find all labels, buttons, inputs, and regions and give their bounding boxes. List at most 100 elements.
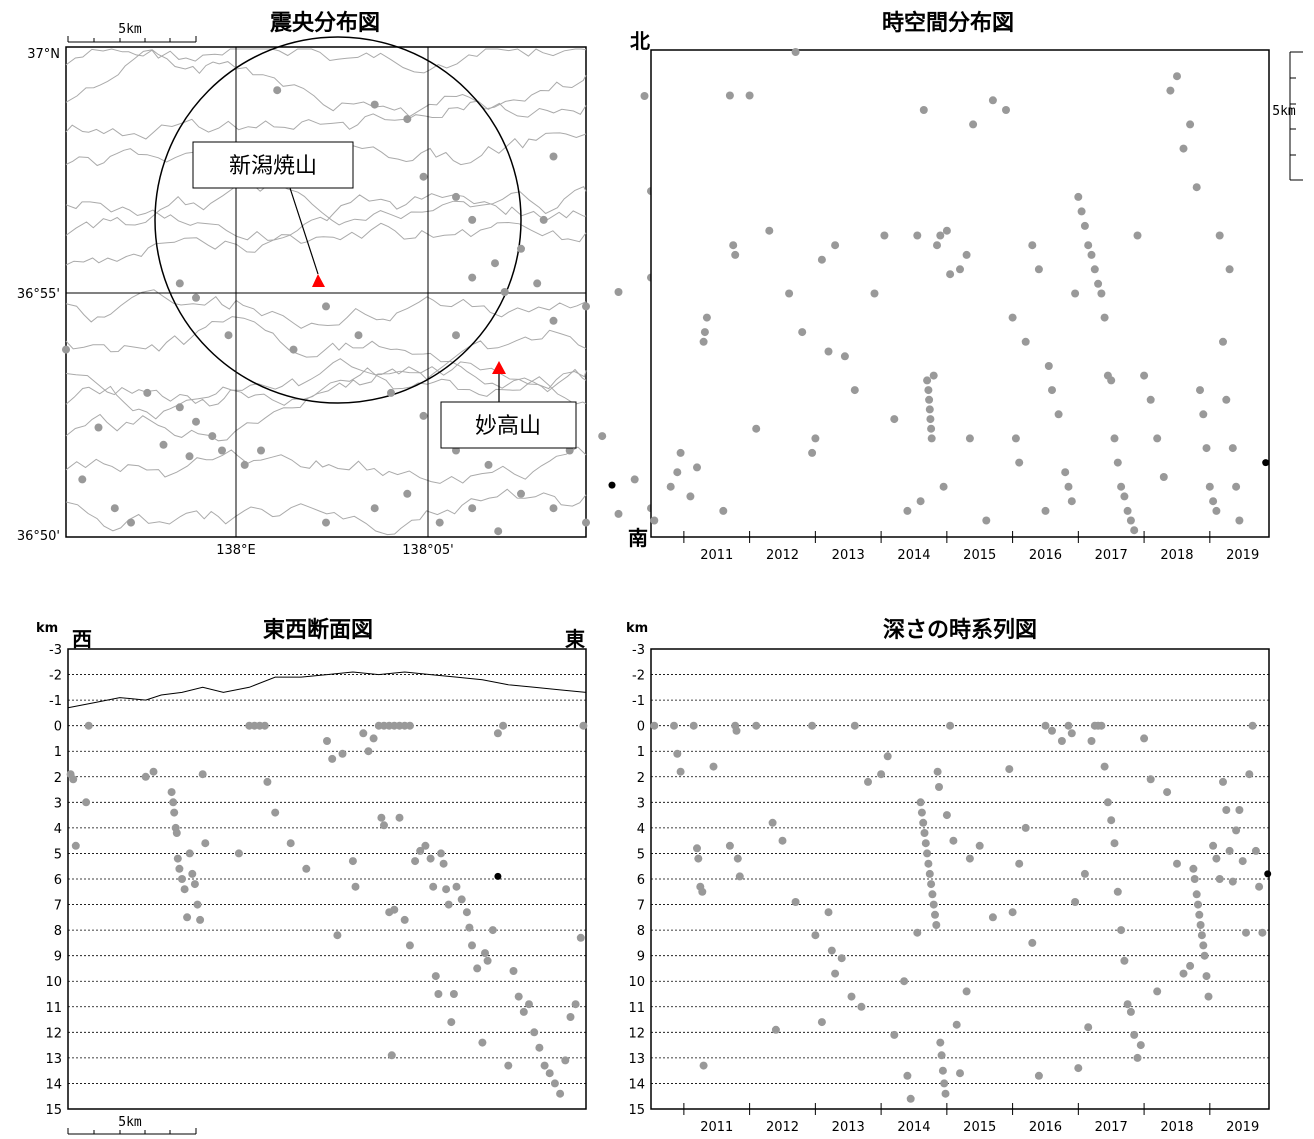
spacetime-event-dot: [1117, 482, 1126, 491]
map-event-dot: [419, 411, 428, 420]
map-event-dot: [640, 92, 649, 100]
spacetime-event-dot: [946, 270, 955, 279]
dt-event-dot: [1219, 777, 1227, 786]
map-event-dot: [403, 115, 412, 124]
spacetime-event-dot: [1067, 497, 1076, 506]
dt-latest-event-dot: [1264, 870, 1272, 878]
depth-tick-label: 0: [54, 720, 62, 735]
spacetime-event-dot: [1071, 289, 1080, 298]
ew-event-dot: [172, 829, 181, 837]
dt-event-dot: [913, 928, 922, 937]
spacetime-event-dot: [1034, 265, 1043, 274]
dt-event-dot: [962, 987, 971, 996]
ew-event-dot: [488, 926, 497, 935]
dt-event-dot: [689, 721, 698, 730]
dt-event-dot: [1197, 931, 1206, 940]
map-contours: [65, 48, 587, 536]
ew-event-dot: [431, 972, 440, 981]
map-lon-tick: 138°05': [402, 543, 453, 558]
dt-event-dot: [1215, 875, 1224, 883]
ew-event-dot: [444, 900, 453, 909]
spacetime-event-dot: [1215, 231, 1224, 240]
map-event-dot: [491, 259, 499, 268]
spacetime-event-dot: [942, 226, 951, 235]
dt-event-dot: [965, 854, 974, 863]
ew-event-dot: [188, 869, 197, 878]
year-tick-label: 2019: [1226, 548, 1259, 563]
spacetime-event-dot: [913, 231, 922, 240]
map-event-dot: [419, 172, 428, 181]
ew-event-dot: [149, 767, 158, 776]
ew-event-dot: [323, 737, 331, 745]
ew-event-dot: [483, 956, 492, 965]
spacetime-event-dot: [1021, 337, 1030, 346]
map-event-dot: [582, 302, 590, 311]
spacetime-event-dot: [1087, 250, 1096, 259]
contour-line: [65, 221, 587, 266]
dt-event-dot: [1248, 721, 1257, 730]
ew-event-dot: [550, 1079, 559, 1088]
ew-event-dot: [439, 859, 448, 868]
spacetime-frame: [650, 49, 1270, 538]
spacetime-event-dot: [1120, 492, 1129, 501]
depth-tick-label: 5: [637, 847, 645, 862]
dt-event-dot: [837, 954, 846, 963]
ew-unit-label: km: [36, 621, 58, 636]
ew-event-dot: [234, 849, 243, 858]
map-event-dot: [127, 518, 135, 527]
dt-event-dot: [1163, 788, 1172, 797]
ew-event-dot: [540, 1061, 549, 1070]
spacetime-event-dot: [1228, 444, 1237, 453]
ew-event-dot: [185, 849, 194, 858]
ew-event-dot: [263, 777, 272, 786]
ew-event-dot: [452, 882, 461, 891]
ew-event-dot: [576, 933, 585, 942]
volcano-label-box: [440, 401, 577, 449]
dt-event-dot: [1204, 992, 1213, 1001]
depth-tick-label: 14: [628, 1077, 645, 1092]
map-event-dot: [354, 331, 363, 340]
contour-line: [65, 48, 587, 74]
map-event-dot: [435, 518, 444, 527]
spacetime-event-dot: [1074, 192, 1083, 201]
dt-event-dot: [1179, 969, 1188, 978]
dt-event-dot: [975, 841, 984, 850]
ew-event-dot: [333, 931, 342, 940]
depth-tick-label: 6: [54, 873, 62, 888]
spacetime-event-dot: [1084, 241, 1093, 250]
spacetime-event-dot: [925, 395, 934, 404]
spacetime-event-dot: [798, 328, 807, 337]
depth-tick-label: 1: [54, 745, 62, 760]
dt-event-dot: [1048, 726, 1056, 735]
dt-event-dot: [942, 811, 951, 820]
spacetime-event-dot: [725, 91, 734, 100]
spacetime-event-dot: [1205, 482, 1214, 491]
spacetime-event-dot: [676, 448, 685, 457]
depth-tick-label: 9: [637, 950, 645, 965]
map-lat-tick: 37°N: [27, 47, 60, 62]
dt-event-dot: [917, 808, 926, 817]
ew-event-dot: [302, 864, 311, 873]
spacetime-event-dot: [965, 434, 974, 443]
ew-event-dot: [141, 772, 150, 781]
volcano-marker: [492, 361, 506, 374]
spacetime-event-dot: [1196, 386, 1204, 395]
year-tick-label: 2017: [1095, 548, 1128, 563]
dt-event-dot: [1232, 826, 1241, 835]
dt-event-dot: [1097, 721, 1106, 730]
spacetime-event-dot: [850, 386, 859, 395]
dt-event-dot: [1110, 839, 1119, 848]
spacetime-event-dot: [1219, 337, 1227, 346]
dt-event-dot: [676, 767, 685, 776]
map-event-dot: [143, 388, 152, 397]
depth-tick-label: 6: [637, 873, 645, 888]
east-label: 東: [565, 627, 585, 651]
depth-tick-label: 7: [54, 899, 62, 914]
map-event-dot: [549, 504, 558, 513]
dt-event-dot: [1103, 798, 1112, 807]
map-event-dot: [549, 152, 558, 161]
ew-event-dot: [169, 798, 178, 807]
map-event-dot: [452, 192, 460, 201]
map-event-dot: [614, 288, 623, 296]
